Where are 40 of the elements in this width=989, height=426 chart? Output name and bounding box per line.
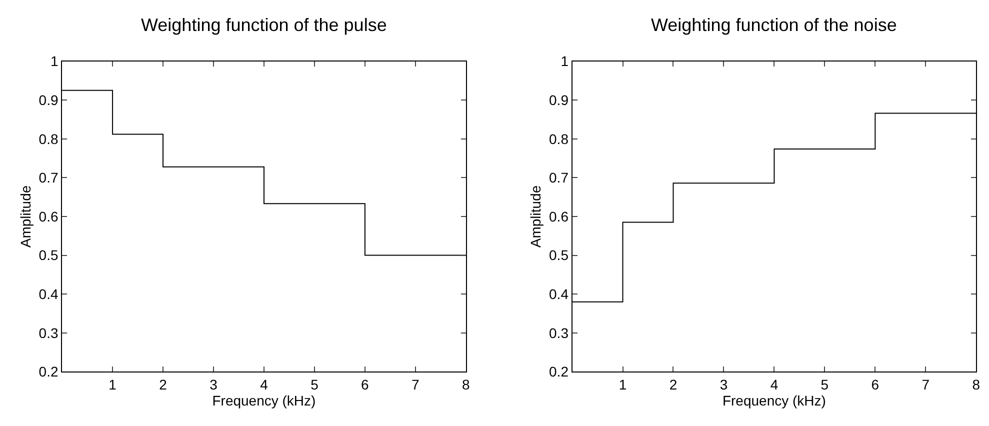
y-tick-label: 0.7 bbox=[38, 170, 58, 186]
y-tick-label: 0.2 bbox=[549, 364, 569, 380]
x-axis-title: Frequency (kHz) bbox=[722, 392, 826, 408]
y-tick-label: 0.2 bbox=[38, 364, 58, 380]
x-tick-label: 3 bbox=[720, 376, 728, 392]
x-tick-label: 4 bbox=[260, 376, 268, 392]
chart-title: Weighting function of the pulse bbox=[141, 15, 387, 35]
y-tick-label: 0.6 bbox=[549, 208, 569, 224]
x-tick-label: 6 bbox=[361, 376, 370, 392]
y-tick-label: 0.4 bbox=[38, 286, 58, 302]
x-tick-label: 4 bbox=[770, 376, 778, 392]
y-tick-label: 0.7 bbox=[549, 170, 569, 186]
y-tick-label: 0.8 bbox=[549, 130, 569, 147]
x-tick-label: 8 bbox=[972, 376, 980, 392]
x-tick-label: 3 bbox=[210, 376, 218, 392]
y-axis-title: Amplitude bbox=[528, 185, 544, 248]
y-tick-label: 0.5 bbox=[38, 247, 58, 264]
y-tick-label: 0.6 bbox=[38, 208, 58, 224]
x-tick-label: 1 bbox=[618, 376, 627, 392]
y-tick-label: 1 bbox=[560, 53, 569, 70]
x-axis-title: Frequency (kHz) bbox=[212, 392, 316, 408]
x-tick-label: 1 bbox=[108, 376, 117, 392]
x-tick-label: 6 bbox=[871, 376, 880, 392]
y-tick-label: 1 bbox=[50, 53, 58, 70]
x-tick-label: 7 bbox=[412, 376, 420, 392]
x-tick-label: 8 bbox=[462, 376, 470, 392]
x-tick-label: 2 bbox=[669, 376, 678, 392]
y-tick-label: 0.9 bbox=[38, 92, 58, 108]
y-axis-title: Amplitude bbox=[17, 185, 34, 248]
y-tick-label: 0.5 bbox=[549, 247, 569, 264]
y-tick-label: 0.9 bbox=[549, 92, 569, 108]
y-tick-label: 0.8 bbox=[38, 130, 58, 147]
x-tick-label: 2 bbox=[159, 376, 168, 392]
chart-title: Weighting function of the noise bbox=[651, 15, 897, 35]
y-tick-label: 0.3 bbox=[38, 324, 58, 341]
y-tick-label: 0.4 bbox=[549, 286, 569, 302]
y-tick-label: 0.3 bbox=[549, 324, 569, 341]
x-tick-label: 7 bbox=[922, 376, 930, 392]
x-tick-label: 5 bbox=[310, 376, 319, 392]
x-tick-label: 5 bbox=[820, 376, 829, 392]
